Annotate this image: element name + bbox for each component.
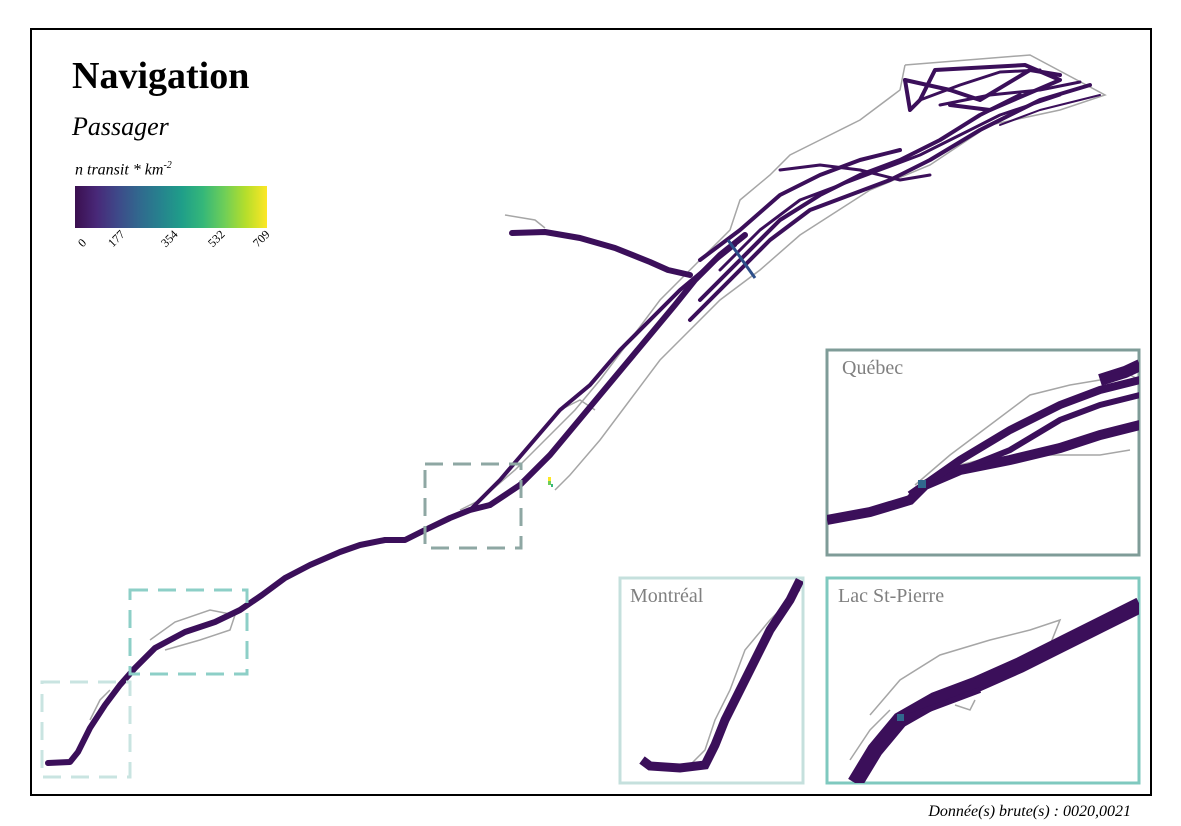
locator-box-montreal bbox=[40, 680, 132, 779]
legend-title-text: n transit * km bbox=[75, 161, 164, 179]
map-subtitle: Passager bbox=[72, 112, 169, 141]
map-frame bbox=[30, 28, 1152, 796]
legend-title: n transit * km-2 bbox=[75, 160, 172, 179]
high-density-spot bbox=[548, 477, 553, 487]
ferry-crossing bbox=[726, 239, 757, 279]
inset-lacstpierre: Lac St-Pierre bbox=[825, 576, 1141, 785]
legend-title-exponent: -2 bbox=[163, 160, 172, 171]
inset-quebec: Québec bbox=[825, 348, 1141, 557]
data-source-note: Donnée(s) brute(s) : 0020,0021 bbox=[928, 803, 1131, 820]
locator-box-lacstpierre bbox=[128, 588, 249, 676]
inset-label-lacstpierre: Lac St-Pierre bbox=[838, 585, 944, 607]
inset-montreal: Montréal bbox=[618, 576, 805, 785]
navigation-route bbox=[45, 63, 1101, 766]
inset-label-montreal: Montréal bbox=[630, 585, 704, 607]
legend-colorbar bbox=[75, 186, 267, 228]
inset-label-quebec: Québec bbox=[842, 357, 903, 379]
map-title: Navigation bbox=[72, 55, 250, 97]
locator-box-quebec bbox=[423, 462, 523, 550]
